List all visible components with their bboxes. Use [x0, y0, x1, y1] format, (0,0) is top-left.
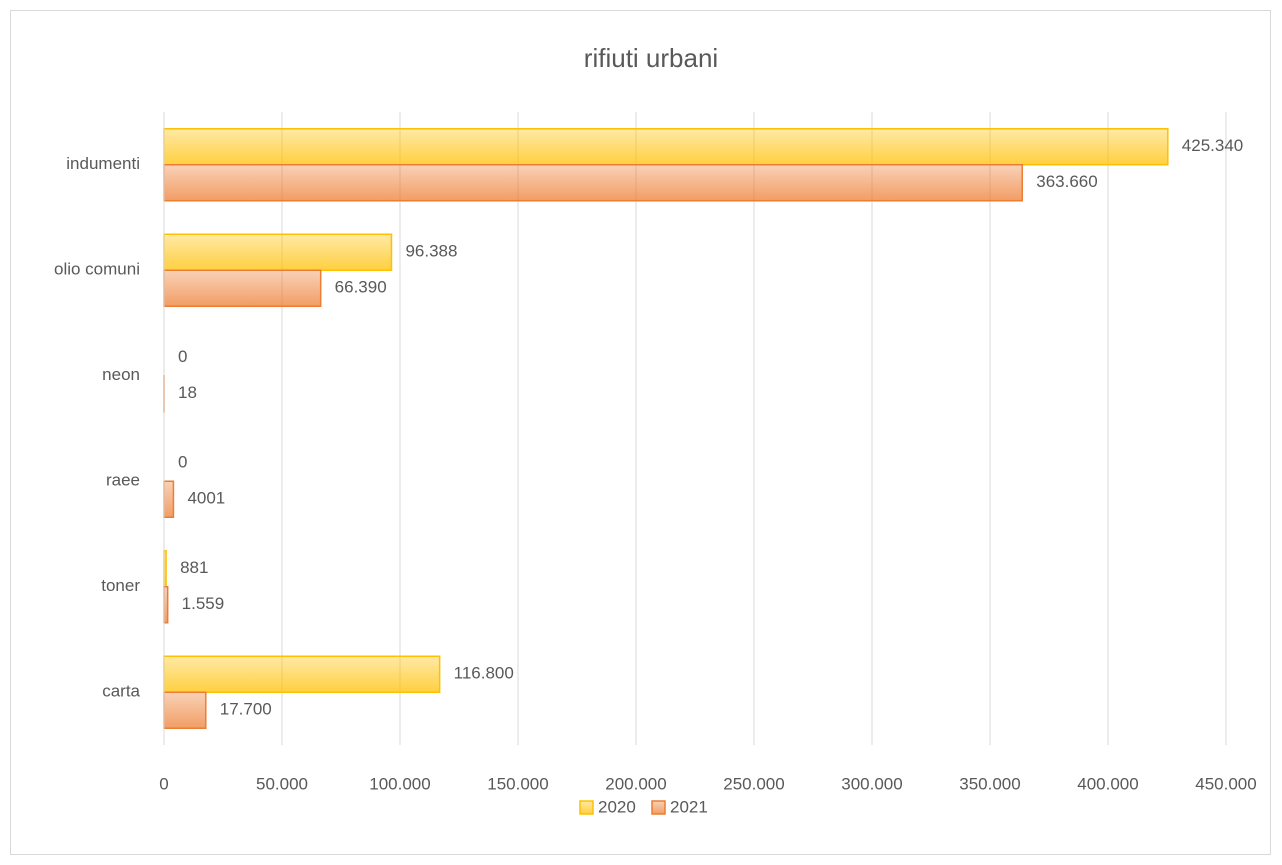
legend-label: 2021	[670, 797, 708, 816]
legend-swatch	[651, 800, 666, 815]
x-tick-label: 300.000	[841, 774, 902, 793]
y-tick-label: carta	[102, 682, 140, 701]
y-tick-label: indumenti	[66, 154, 140, 173]
bar	[163, 586, 169, 624]
x-tick-label: 50.000	[256, 774, 308, 793]
bar	[163, 655, 441, 693]
x-tick-label: 100.000	[369, 774, 430, 793]
y-tick-label: neon	[102, 365, 140, 384]
y-tick-label: raee	[106, 471, 140, 490]
value-label: 18	[178, 383, 197, 402]
x-tick-label: 400.000	[1077, 774, 1138, 793]
legend-label: 2020	[598, 797, 636, 816]
value-label: 425.340	[1182, 136, 1243, 155]
value-label: 0	[178, 347, 187, 366]
bar	[163, 164, 1023, 202]
value-label: 96.388	[405, 242, 457, 261]
bar	[163, 269, 322, 307]
value-label: 17.700	[220, 700, 272, 719]
value-label: 4001	[187, 489, 225, 508]
x-tick-label: 350.000	[959, 774, 1020, 793]
y-tick-label: toner	[101, 576, 140, 595]
legend-swatch	[579, 800, 594, 815]
x-tick-label: 450.000	[1195, 774, 1256, 793]
x-tick-label: 200.000	[605, 774, 666, 793]
value-label: 66.390	[335, 278, 387, 297]
value-label: 363.660	[1036, 172, 1097, 191]
value-label: 116.800	[454, 664, 514, 683]
bar	[163, 128, 1169, 166]
chart-title: rifiuti urbani	[584, 43, 718, 73]
bar	[163, 233, 393, 271]
y-tick-label: olio comuni	[54, 260, 140, 279]
bar	[163, 691, 207, 729]
value-label: 1.559	[182, 594, 225, 613]
x-tick-label: 0	[159, 774, 168, 793]
value-label: 0	[178, 453, 187, 472]
x-tick-label: 250.000	[723, 774, 784, 793]
value-label: 881	[180, 558, 208, 577]
x-tick-label: 150.000	[487, 774, 548, 793]
bar	[163, 480, 175, 518]
